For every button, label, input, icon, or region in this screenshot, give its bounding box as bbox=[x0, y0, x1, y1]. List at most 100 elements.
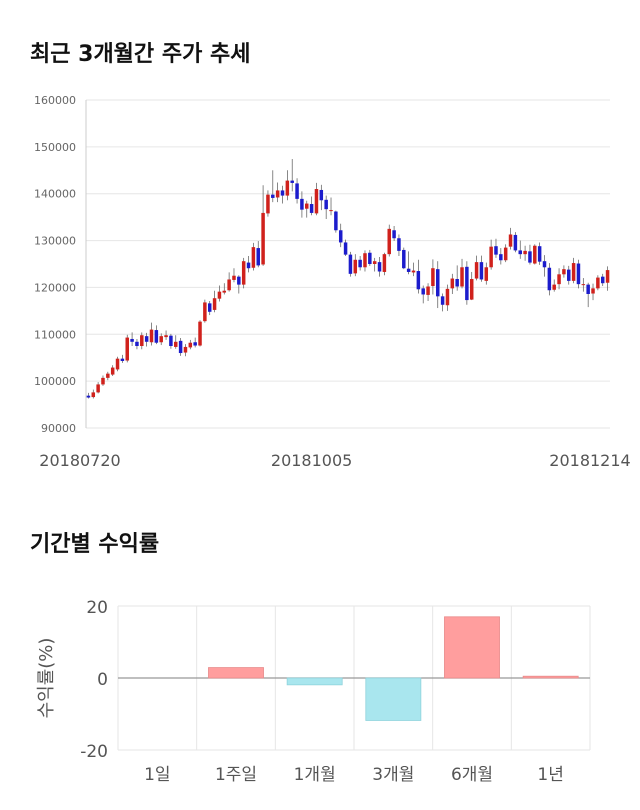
candle-body bbox=[198, 321, 202, 346]
candle-body bbox=[275, 190, 280, 198]
candle-body bbox=[440, 296, 445, 305]
y-axis-label: 수익률(%) bbox=[36, 638, 57, 719]
candle-body bbox=[237, 276, 241, 285]
candle bbox=[523, 245, 527, 261]
candle-body bbox=[130, 338, 134, 342]
candle bbox=[596, 275, 600, 291]
candle-body bbox=[110, 367, 115, 375]
candle-body bbox=[149, 329, 154, 343]
candle-body bbox=[314, 189, 319, 214]
candle-body bbox=[484, 267, 489, 281]
candle bbox=[537, 242, 542, 265]
candle-body bbox=[222, 290, 227, 293]
candle-body bbox=[465, 266, 469, 301]
candle bbox=[436, 261, 440, 309]
return-bar bbox=[365, 677, 422, 721]
candle-body bbox=[460, 267, 464, 287]
candle bbox=[348, 251, 353, 277]
candle bbox=[309, 196, 314, 216]
candle bbox=[334, 210, 338, 233]
candle bbox=[140, 332, 144, 350]
candle bbox=[358, 256, 362, 271]
candle-body bbox=[426, 286, 430, 295]
candle bbox=[159, 333, 163, 346]
candle-body bbox=[479, 262, 484, 280]
candle-body bbox=[600, 276, 605, 284]
candle bbox=[363, 250, 367, 272]
candle bbox=[261, 185, 265, 266]
candle bbox=[567, 265, 571, 285]
candle-body bbox=[300, 198, 304, 210]
candle bbox=[372, 257, 377, 272]
candle-body bbox=[324, 199, 328, 210]
candle-body bbox=[271, 194, 275, 198]
stock-trend-title: 최근 3개월간 주가 추세 bbox=[30, 42, 251, 67]
candle bbox=[110, 365, 115, 376]
period-return-title: 기간별 수익률 bbox=[30, 532, 160, 557]
candle bbox=[256, 241, 260, 268]
candle bbox=[285, 170, 290, 201]
candle-body bbox=[266, 194, 270, 214]
candle-body bbox=[528, 251, 532, 263]
candle-body bbox=[319, 189, 324, 201]
candle-body bbox=[518, 250, 522, 255]
candle-body bbox=[227, 279, 231, 291]
candle-body bbox=[212, 298, 217, 310]
candle bbox=[571, 257, 576, 284]
candle bbox=[319, 184, 324, 211]
candle-body bbox=[557, 274, 561, 285]
candle bbox=[222, 283, 227, 295]
category-label: 3개월 bbox=[372, 765, 414, 785]
candle bbox=[503, 244, 508, 263]
candle-body bbox=[353, 259, 358, 274]
candle-body bbox=[436, 269, 440, 297]
candle bbox=[130, 332, 134, 346]
candle-body bbox=[329, 210, 333, 212]
candle-body bbox=[586, 284, 590, 294]
candle bbox=[164, 330, 168, 340]
candle-body bbox=[542, 261, 547, 268]
candle bbox=[183, 344, 188, 357]
candle-body bbox=[392, 230, 396, 239]
candle bbox=[329, 197, 333, 216]
y-tick-label: 120000 bbox=[34, 281, 76, 294]
candle-body bbox=[406, 268, 411, 272]
candle-body bbox=[159, 336, 163, 343]
candle bbox=[479, 255, 484, 282]
candle-body bbox=[397, 238, 401, 251]
y-tick-label: 130000 bbox=[34, 235, 76, 248]
candle-body bbox=[178, 340, 183, 354]
candle bbox=[241, 257, 246, 289]
candle bbox=[101, 375, 105, 386]
candle bbox=[290, 159, 294, 192]
candle bbox=[387, 224, 391, 257]
candle-body bbox=[193, 342, 197, 346]
category-label: 1년 bbox=[537, 765, 563, 785]
candle bbox=[469, 271, 474, 301]
candle bbox=[169, 333, 173, 349]
candle bbox=[193, 337, 197, 348]
candle-body bbox=[309, 204, 314, 213]
y-tick-label: 160000 bbox=[34, 94, 76, 107]
candle-body bbox=[494, 246, 498, 255]
candle bbox=[586, 282, 590, 308]
candle bbox=[203, 299, 207, 323]
candle bbox=[474, 255, 479, 281]
candle bbox=[460, 258, 464, 289]
candle-body bbox=[605, 270, 610, 283]
candle-body bbox=[411, 270, 416, 273]
candle bbox=[343, 239, 348, 257]
candle bbox=[440, 293, 445, 312]
candle-body bbox=[140, 335, 144, 346]
candle bbox=[547, 263, 552, 296]
candle-body bbox=[154, 330, 159, 343]
candle-body bbox=[533, 245, 537, 264]
candle-body bbox=[387, 228, 391, 255]
candle bbox=[154, 325, 159, 345]
candle-body bbox=[499, 254, 503, 261]
candle-body bbox=[363, 253, 367, 268]
candle-body bbox=[537, 246, 542, 262]
category-label: 1주일 bbox=[215, 765, 257, 785]
candle-body bbox=[523, 250, 527, 255]
category-label: 1개월 bbox=[294, 765, 336, 785]
